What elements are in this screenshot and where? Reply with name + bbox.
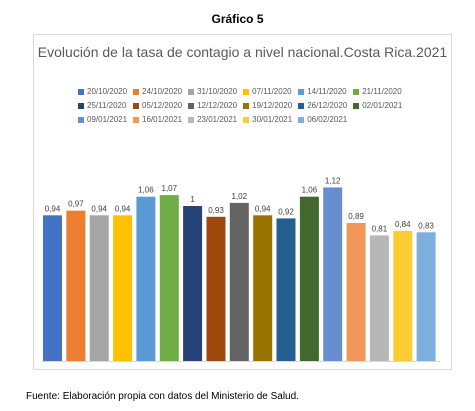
legend-item: 14/11/2020: [298, 87, 347, 96]
legend-label: 19/12/2020: [252, 101, 293, 110]
data-label: 0,94: [45, 204, 61, 213]
legend-swatch: [298, 116, 305, 123]
legend-swatch: [298, 88, 305, 95]
legend-swatch: [243, 88, 250, 95]
data-label: 1,06: [138, 186, 154, 195]
data-label: 0,92: [278, 207, 294, 216]
bar: [136, 196, 156, 361]
bar: [113, 215, 133, 361]
legend-label: 23/01/2021: [197, 115, 238, 124]
legend-item: 26/12/2020: [298, 101, 347, 110]
data-label: 1,12: [325, 176, 341, 185]
source-note: Fuente: Elaboración propia con datos del…: [26, 391, 299, 402]
data-label: 0,93: [208, 206, 224, 215]
bar: [276, 218, 296, 361]
legend-item: 19/12/2020: [243, 101, 292, 110]
legend-item: 02/01/2021: [353, 101, 402, 110]
legend-swatch: [133, 102, 140, 109]
bar: [159, 195, 179, 361]
legend-item: 12/12/2020: [188, 101, 237, 110]
legend-label: 16/01/2021: [142, 115, 183, 124]
data-label: 1: [190, 195, 195, 204]
legend-label: 31/10/2020: [197, 87, 238, 96]
legend-label: 21/11/2020: [362, 87, 402, 96]
data-label: 1,07: [162, 184, 178, 193]
legend-swatch: [78, 88, 84, 95]
legend-label: 25/11/2020: [87, 101, 127, 110]
legend-label: 12/12/2020: [197, 101, 238, 110]
legend-label: 24/10/2020: [142, 87, 183, 96]
legend-swatch: [78, 102, 84, 109]
bar: [369, 235, 389, 361]
legend-item: 23/01/2021: [188, 115, 237, 124]
data-label: 0,94: [255, 204, 271, 213]
legend-swatch: [243, 116, 250, 123]
legend-item: 24/10/2020: [133, 87, 182, 96]
legend-swatch: [133, 88, 140, 95]
legend-label: 14/11/2020: [307, 87, 347, 96]
legend-swatch: [188, 88, 195, 95]
bar: [66, 210, 86, 361]
legend-item: 16/01/2021: [133, 115, 182, 124]
bar: [43, 215, 62, 361]
data-label: 0,97: [68, 200, 84, 209]
data-label: 0,94: [115, 204, 131, 213]
legend-swatch: [298, 102, 305, 109]
data-label: 0,84: [395, 220, 411, 229]
legend-swatch: [78, 116, 84, 123]
legend-swatch: [133, 116, 140, 123]
chart-legend: 20/10/2020 24/10/2020 31/10/2020 07/11/2020…: [78, 87, 448, 124]
bar: [183, 206, 203, 361]
data-label: 1,06: [302, 186, 318, 195]
bar: [299, 196, 319, 361]
legend-swatch: [243, 102, 250, 109]
legend-item: 25/11/2020: [78, 101, 127, 110]
legend-item: 31/10/2020: [188, 87, 237, 96]
bar: [253, 215, 273, 361]
bar: [229, 202, 249, 361]
figure-heading: Gráfico 5: [211, 12, 264, 26]
legend-item: 05/12/2020: [133, 101, 182, 110]
legend-label: 09/01/2021: [87, 115, 128, 124]
bar-plot: 0,94 0,97 0,94 0,94 1,06 1,07 1 0,93 1,02 0,94 0,9…: [41, 176, 440, 362]
legend-item: 06/02/2021: [298, 115, 347, 124]
data-label: 0,89: [348, 212, 364, 221]
legend-item: 30/01/2021: [243, 115, 292, 124]
legend-swatch: [188, 116, 195, 123]
legend-label: 02/01/2021: [362, 101, 403, 110]
bar: [346, 223, 366, 361]
legend-label: 30/01/2021: [252, 115, 293, 124]
data-label: 0,81: [372, 224, 388, 233]
legend-swatch: [353, 88, 360, 95]
bar: [416, 232, 436, 361]
legend-item: 07/11/2020: [243, 87, 292, 96]
data-label: 0,83: [418, 221, 434, 230]
legend-swatch: [353, 102, 360, 109]
bar: [393, 230, 413, 361]
legend-label: 07/11/2020: [252, 87, 292, 96]
legend-item: 21/11/2020: [353, 87, 402, 96]
bar: [323, 187, 343, 361]
legend-label: 26/12/2020: [307, 101, 348, 110]
legend-swatch: [188, 102, 195, 109]
bar: [89, 215, 109, 361]
legend-label: 06/02/2021: [307, 115, 348, 124]
chart-title: Evolución de la tasa de contagio a nivel…: [37, 44, 448, 60]
legend-label: 05/12/2020: [142, 101, 183, 110]
data-label: 1,02: [232, 192, 248, 201]
bar: [206, 216, 226, 361]
chart-area: Evolución de la tasa de contagio a nivel…: [33, 34, 452, 370]
legend-label: 20/10/2020: [87, 87, 128, 96]
legend-item: 20/10/2020: [78, 87, 127, 96]
legend-item: 09/01/2021: [78, 115, 127, 124]
data-label: 0,94: [91, 204, 107, 213]
